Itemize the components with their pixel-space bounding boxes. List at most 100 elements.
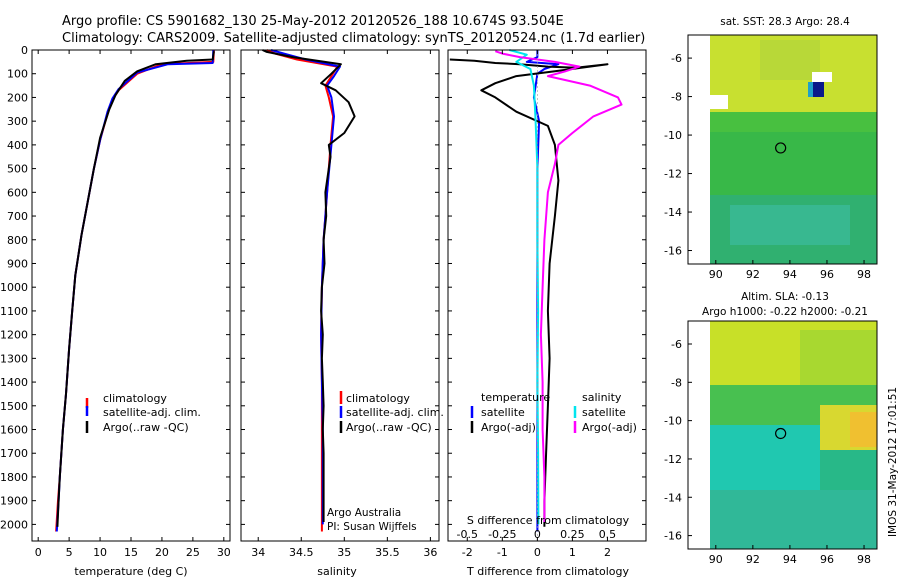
sla-map-frame: [687, 320, 878, 550]
x-tick-label: 35.5: [375, 546, 400, 559]
y-tick-label: 900: [7, 257, 28, 270]
s-tick-label: -0.25: [488, 528, 516, 541]
lon-tick-label: 98: [857, 553, 871, 566]
lon-tick-label: 92: [746, 268, 760, 281]
y-tick-label: 600: [7, 186, 28, 199]
salinity-axes-frame: [240, 49, 440, 542]
sla-map-markers: [775, 427, 787, 440]
annotation-pi: PI: Susan Wijffels: [327, 521, 417, 533]
temperature-plot-area: [32, 49, 230, 532]
s-difference-xlabel: S difference from climatology: [467, 514, 630, 527]
x-tick-label: 15: [124, 546, 138, 559]
sla-nodata-left: [688, 321, 710, 549]
lat-tick-label: -12: [664, 453, 682, 466]
s-difference-tick-labels: -0.5 -0.25 0 0.25 0.5: [457, 528, 617, 541]
sst-map-panel: sat. SST: 28.3 Argo: 28.4 90 92 94 96 98 -6-…: [664, 16, 878, 281]
lat-tick-label: -6: [671, 338, 682, 351]
y-tick-label: 1200: [0, 329, 28, 342]
sst-nodata-patch-2: [812, 72, 832, 82]
y-tick-label: 1400: [0, 376, 28, 389]
lon-tick-label: 90: [709, 553, 723, 566]
y-tick-label: 1800: [0, 471, 28, 484]
lon-tick-label: 92: [746, 553, 760, 566]
legend-label-s-argo: Argo(-adj): [582, 421, 637, 434]
y-tick-label: 1100: [0, 305, 28, 318]
lat-tick-label: -12: [664, 168, 682, 181]
sla-lat-ticks: -6 -8 -10 -12 -14 -16: [664, 338, 692, 543]
y-tick-label: 1000: [0, 281, 28, 294]
s-tick-label: 0.5: [599, 528, 617, 541]
lat-tick-label: -8: [671, 91, 682, 104]
lat-tick-label: -16: [664, 530, 682, 543]
x-tick-label: 30: [217, 546, 231, 559]
header-line-2: Climatology: CARS2009. Satellite-adjuste…: [62, 31, 645, 46]
sla-low-patch: [710, 425, 820, 495]
difference-axes-frame: [447, 49, 647, 542]
series-line-salinity-satellite: [509, 49, 540, 525]
s-tick-label: -0.5: [457, 528, 478, 541]
y-tick-label: 500: [7, 163, 28, 176]
legend-label-t-argo: Argo(-adj): [481, 421, 536, 434]
legend-label-satellite: satellite-adj. clim.: [346, 406, 444, 419]
x-tick-label: 5: [66, 546, 73, 559]
lon-tick-label: 98: [857, 268, 871, 281]
sst-map-title: sat. SST: 28.3 Argo: 28.4: [720, 16, 850, 28]
series-line-salinity-argo-adj: [494, 50, 623, 522]
legend-label-argo: Argo(..raw -QC): [103, 421, 189, 434]
legend-title-temperature: temperature: [481, 391, 550, 404]
y-tick-label: 0: [21, 44, 28, 57]
sla-map-title-1: Altim. SLA: -0.13: [741, 291, 829, 303]
lat-tick-label: -14: [664, 206, 682, 219]
sst-lon-ticks: 90 92 94 96 98: [709, 260, 871, 281]
legend-label-satellite: satellite-adj. clim.: [103, 406, 201, 419]
y-tick-label: 700: [7, 210, 28, 223]
y-tick-label: 200: [7, 91, 28, 104]
x-tick-label: 34.5: [289, 546, 314, 559]
x-tick-label: -1: [497, 546, 508, 559]
series-line-argo-raw-qc: [262, 49, 356, 522]
x-tick-label: 2: [604, 546, 611, 559]
salinity-tick-labels: 34 34.5 35 35.5 36: [251, 50, 437, 559]
legend-title-salinity: salinity: [582, 391, 622, 404]
header-line-1: Argo profile: CS 5901682_130 25-May-2012…: [62, 14, 564, 29]
x-tick-label: 1: [569, 546, 576, 559]
series-line-satellite-adj-clim: [270, 49, 341, 525]
lat-tick-label: -10: [664, 415, 682, 428]
salinity-xlabel: salinity: [317, 565, 357, 578]
lon-tick-label: 94: [783, 268, 797, 281]
annotation-institution: Argo Australia: [327, 507, 401, 519]
lon-tick-label: 90: [709, 268, 723, 281]
s-tick-label: 0.25: [560, 528, 585, 541]
lat-tick-label: -16: [664, 245, 682, 258]
legend-label-climatology: climatology: [103, 392, 167, 405]
sst-map-markers: [775, 142, 787, 154]
salinity-panel: 34 34.5 35 35.5 36 salinity climatology sate…: [240, 49, 444, 578]
sla-map-title-2: Argo h1000: -0.22 h2000: -0.21: [702, 306, 868, 318]
temperature-tick-labels: 0 5 10 15 20 25 30: [35, 50, 231, 559]
t-difference-xlabel: T difference from climatology: [466, 565, 629, 578]
sst-nodata-left: [688, 35, 710, 264]
x-tick-label: 36: [423, 546, 437, 559]
y-tick-label: 300: [7, 115, 28, 128]
y-tick-label: 1600: [0, 424, 28, 437]
x-tick-label: 0: [534, 546, 541, 559]
difference-legend: temperature salinity satellite Argo(-adj…: [470, 391, 637, 434]
temperature-legend: climatology satellite-adj. clim. Argo(..…: [85, 392, 201, 434]
x-tick-label: 34: [251, 546, 265, 559]
y-tick-label: 400: [7, 139, 28, 152]
lat-tick-label: -10: [664, 129, 682, 142]
x-tick-label: 20: [155, 546, 169, 559]
sla-lon-ticks: 90 92 94 96 98: [709, 545, 871, 566]
x-tick-label: -2: [462, 546, 473, 559]
sla-warm-core: [850, 412, 877, 447]
sst-map-frame: [687, 34, 878, 265]
y-tick-label: 1900: [0, 495, 28, 508]
sst-cold-spot-edge: [808, 82, 813, 97]
sst-cool-patch: [730, 205, 850, 245]
difference-panel: -2 -1 0 1 2 -0.5 -0.25 0 0.25 0.5 S difference f…: [447, 49, 647, 578]
temperature-panel: 0100200300400500600700800900100011001200…: [0, 44, 231, 578]
sst-lat-ticks: -6 -8 -10 -12 -14 -16: [664, 52, 692, 258]
sst-patch: [760, 40, 820, 80]
depth-tick-labels: 0 100 200 300 400 500 600 700 800 900 1000 1100 1200…: [0, 44, 28, 531]
